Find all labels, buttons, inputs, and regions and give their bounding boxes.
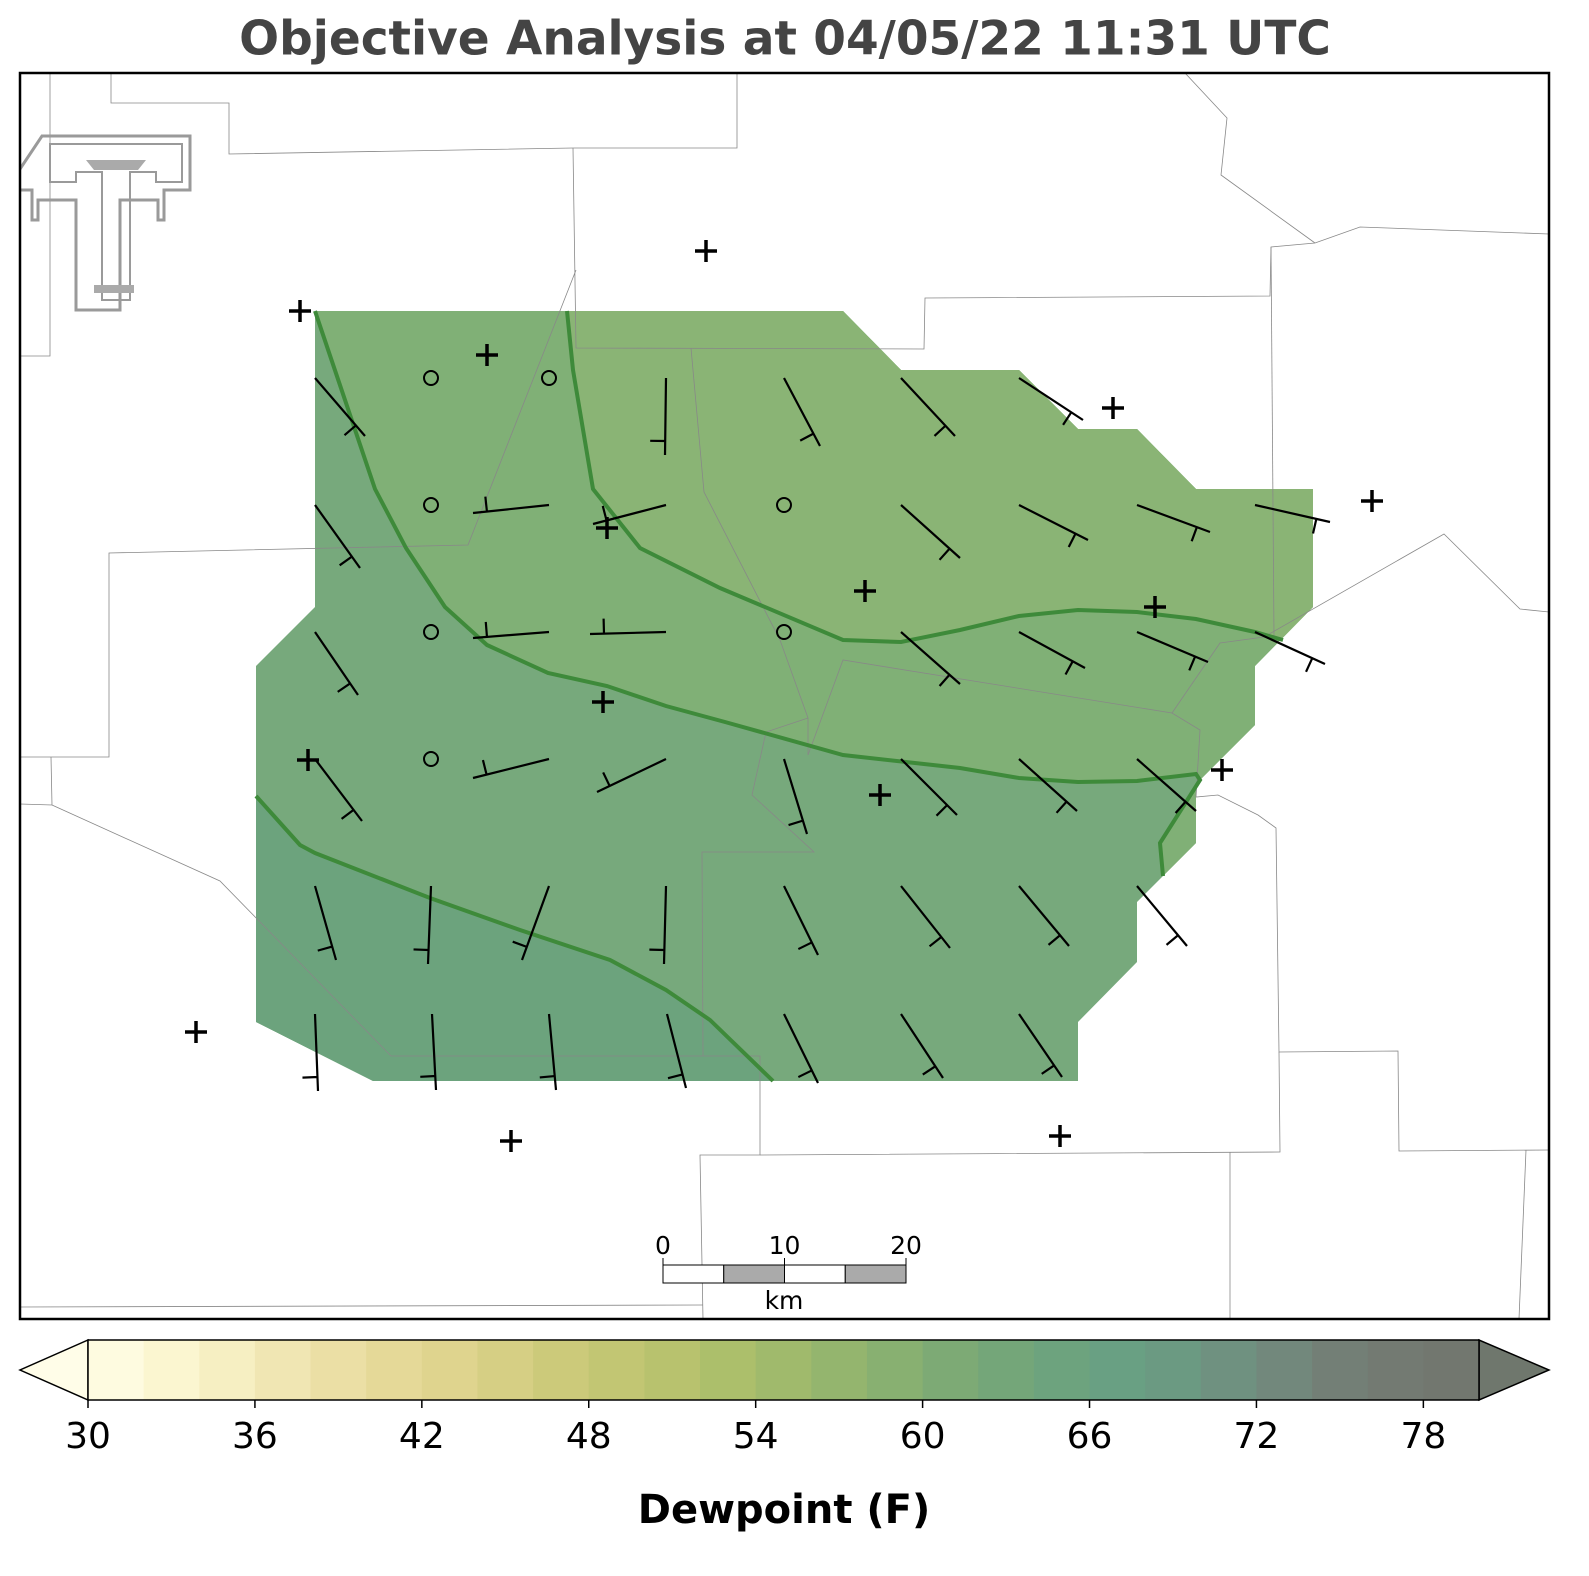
scale-tick-label: 0	[655, 1231, 671, 1260]
wind-barb	[1136, 758, 1197, 814]
colorbar-segment	[1033, 1340, 1091, 1400]
colorbar-tick-label: 72	[1234, 1416, 1280, 1457]
wind-barb	[413, 885, 433, 965]
logo	[20, 134, 192, 312]
scale-segment	[723, 1264, 785, 1284]
wind-barb	[900, 504, 961, 561]
colorbar-segment	[588, 1340, 645, 1400]
colorbar-segment	[310, 1340, 367, 1400]
colorbar-tick-label: 30	[65, 1416, 111, 1457]
map	[20, 73, 1549, 1319]
colorbar-segment	[922, 1340, 979, 1400]
calm-markers	[423, 370, 792, 767]
colorbar-segment	[811, 1340, 868, 1400]
colorbar-outline	[87, 1339, 1480, 1401]
wind-barb	[472, 496, 550, 515]
wind-barbs	[302, 377, 1331, 1092]
colorbar-segment	[1089, 1340, 1146, 1400]
colorbar-label: Dewpoint (F)	[638, 1487, 931, 1533]
wind-barb	[782, 758, 809, 835]
wind-barb	[472, 757, 550, 780]
colorbar-tick-label: 78	[1400, 1416, 1446, 1457]
contours	[254, 310, 1284, 1083]
analysis-fill	[256, 311, 1313, 1081]
colorbar-segment	[1423, 1340, 1480, 1400]
scale-tick-label: 20	[890, 1231, 922, 1260]
colorbar-segment	[1200, 1340, 1257, 1400]
map-frame	[18, 71, 1551, 1321]
scale-unit: km	[765, 1286, 804, 1315]
colorbar-tick-label: 66	[1067, 1416, 1113, 1457]
station-markers	[185, 240, 1383, 1152]
scale-segment	[662, 1264, 725, 1284]
colorbar-segment	[866, 1340, 924, 1400]
wind-barb	[900, 631, 961, 687]
wind-barb	[1136, 885, 1188, 947]
scale-tick-label: 10	[769, 1231, 801, 1260]
colorbar-tick-label: 60	[900, 1416, 946, 1457]
colorbar-tick-label: 54	[733, 1416, 779, 1457]
title: Objective Analysis at 04/05/22 11:31 UTC	[239, 12, 1331, 67]
wind-barb	[900, 885, 951, 949]
colorbar-segment	[1145, 1340, 1202, 1400]
wind-barb	[314, 504, 361, 569]
wind-barb	[512, 885, 551, 961]
county-lines	[20, 73, 1549, 1319]
wind-barb	[314, 631, 359, 696]
colorbar-segment	[199, 1340, 256, 1400]
colorbar-segment	[978, 1340, 1035, 1400]
wind-barb	[314, 377, 366, 437]
colorbar-segment	[755, 1340, 812, 1400]
wind-barb	[313, 885, 338, 961]
wind-barb	[314, 758, 363, 822]
wind-barb	[1018, 1013, 1063, 1078]
colorbar-segment	[1367, 1340, 1424, 1400]
colorbar-extend-high	[1478, 1338, 1551, 1402]
wind-barb	[1018, 504, 1089, 548]
colorbar-segment	[644, 1340, 701, 1400]
wind-barb	[1018, 885, 1070, 947]
colorbar-segment	[366, 1340, 423, 1400]
wind-barb	[472, 621, 550, 640]
wind-barb	[783, 377, 821, 447]
wind-barb	[1136, 630, 1209, 671]
wind-barb	[900, 377, 956, 437]
colorbar-segment	[254, 1340, 312, 1400]
colorbar-segment	[421, 1340, 478, 1400]
colorbar-segment	[143, 1340, 200, 1400]
colorbar: Dewpoint (F) 30 36 42 48 54 60 66 72 78	[18, 1338, 1551, 1533]
wind-barb	[649, 885, 668, 965]
wind-barb	[1136, 503, 1211, 542]
wind-barb	[665, 1013, 688, 1089]
colorbar-tick-label: 42	[399, 1416, 445, 1457]
colorbar-segment	[700, 1340, 757, 1400]
wind-barb	[1018, 377, 1084, 426]
wind-barb	[420, 1013, 438, 1091]
colorbar-tick-label: 36	[232, 1416, 278, 1457]
colorbar-extend-low	[18, 1338, 89, 1402]
scale-segment	[784, 1264, 846, 1284]
colorbar-segment	[533, 1340, 590, 1400]
colorbar-segment	[1312, 1340, 1369, 1400]
colorbar-segment	[88, 1340, 145, 1400]
wind-barb	[1254, 503, 1331, 534]
wind-barb	[1018, 631, 1086, 675]
wind-barb	[783, 1013, 819, 1084]
wind-barb	[783, 885, 819, 956]
colorbar-segment	[1256, 1340, 1313, 1400]
wind-barb	[589, 618, 667, 636]
wind-barb	[900, 758, 958, 817]
scale-bar: km 0 10 20	[655, 1231, 922, 1315]
wind-barb	[539, 1013, 558, 1091]
scale-segment	[844, 1264, 907, 1284]
wind-barb	[596, 758, 667, 793]
wind-barb	[900, 1013, 944, 1079]
wind-barb	[302, 1013, 320, 1092]
colorbar-segment	[477, 1340, 534, 1400]
colorbar-tick-label: 48	[566, 1416, 612, 1457]
wind-barb	[650, 377, 668, 456]
wind-barb	[1018, 758, 1078, 814]
wind-barb	[1254, 630, 1326, 673]
